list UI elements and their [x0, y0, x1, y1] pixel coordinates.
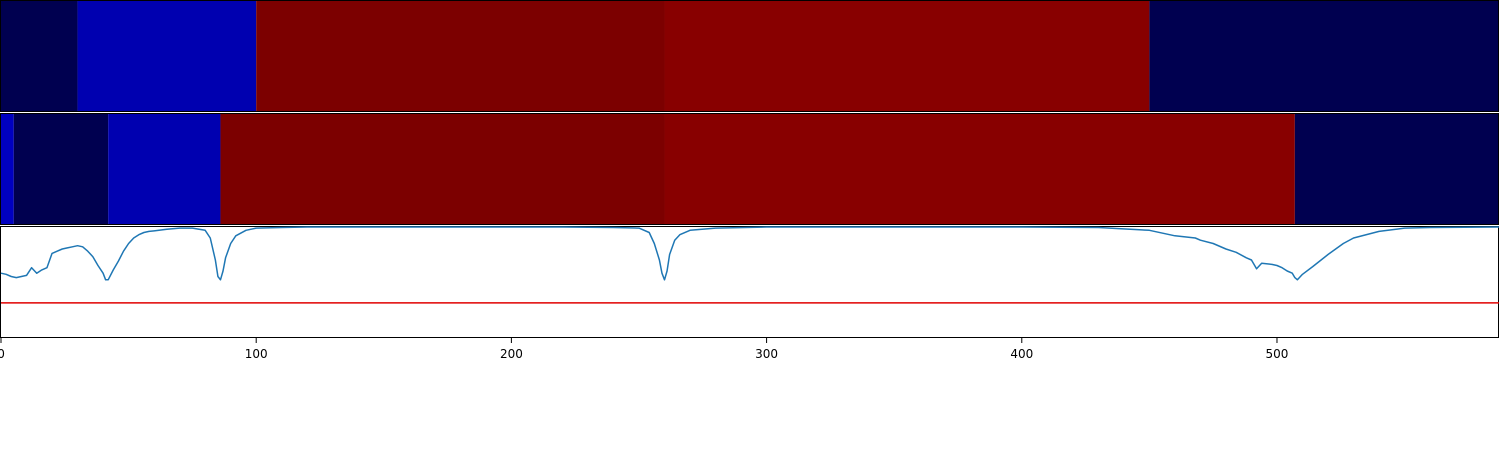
heatmap-2-segment-1 [13, 114, 109, 225]
heatmap-1-segment-0 [1, 1, 78, 112]
x-tick-label: 100 [245, 347, 268, 361]
heatmap-1-segment-1 [77, 1, 257, 112]
series-line [0, 226, 1500, 281]
x-tick-label: 200 [500, 347, 523, 361]
x-tick-label: 0 [0, 347, 5, 361]
x-axis-ticks: 0 100 200 300 400 500 [0, 338, 1288, 361]
heatmap-2-segment-4 [664, 114, 1295, 225]
x-tick-label: 300 [755, 347, 778, 361]
x-tick-label: 500 [1266, 347, 1289, 361]
heatmap-2-segment-5 [1294, 114, 1499, 225]
heatmap-1-segment-4 [1149, 1, 1499, 112]
heatmap-1-segment-2 [256, 1, 665, 112]
heatmap-2-segment-0 [1, 114, 14, 225]
heatmap-strip-1 [1, 1, 1499, 112]
heatmap-strip-2 [1, 114, 1499, 225]
line-plot-panel: 0 100 200 300 400 500 [0, 226, 1500, 361]
line-plot-background [0, 226, 1499, 338]
x-tick-label: 400 [1010, 347, 1033, 361]
heatmap-strip-2-frame [0, 113, 1499, 225]
heatmap-1-segment-3 [664, 1, 1150, 112]
heatmap-strip-1-frame [0, 0, 1499, 112]
heatmap-2-segment-3 [220, 114, 665, 225]
heatmap-2-segment-2 [108, 114, 221, 225]
